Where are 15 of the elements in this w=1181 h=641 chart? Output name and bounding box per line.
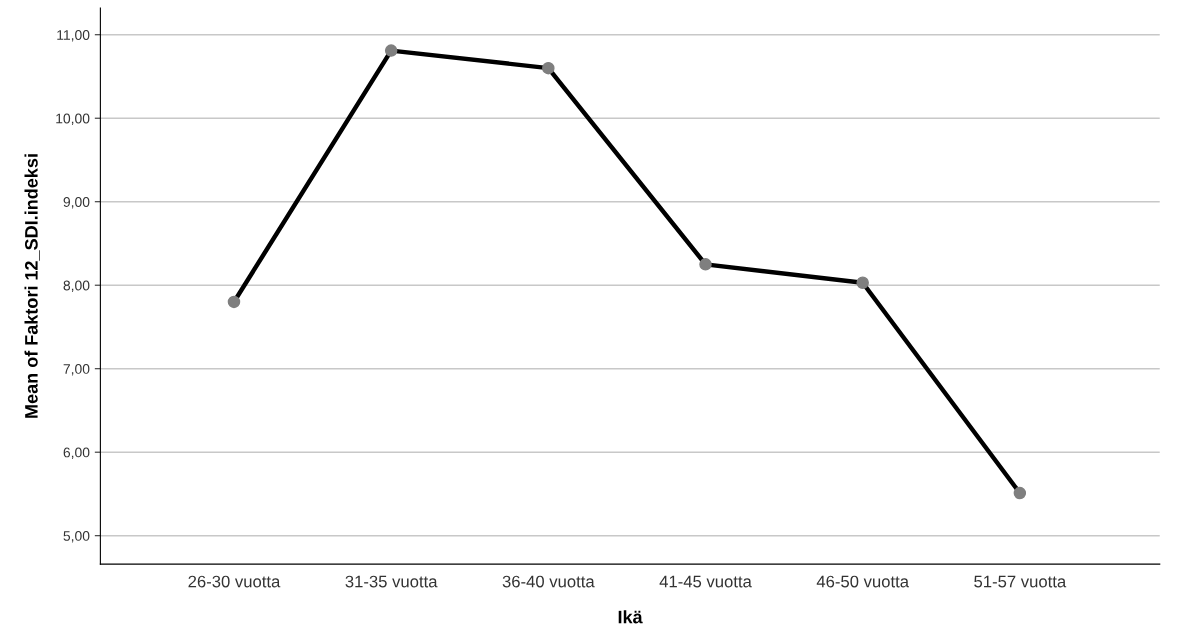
- x-tick-label: 31-35 vuotta: [345, 575, 438, 588]
- y-tick-label: 10,00: [56, 113, 90, 126]
- y-axis-title: Mean of Faktori 12_SDI.indeksi: [24, 154, 40, 418]
- y-tick-label: 9,00: [63, 197, 90, 209]
- x-axis-title: Ikä: [618, 610, 643, 624]
- y-tick-label: 7,00: [63, 364, 90, 376]
- x-tick-label: 46-50 vuotta: [816, 575, 910, 588]
- x-tick-label: 41-45 vuotta: [659, 575, 752, 588]
- y-tick-label: 5,00: [63, 531, 90, 543]
- x-tick-label: 26-30 vuotta: [188, 575, 281, 588]
- x-tick-label: 51-57 vuotta: [974, 575, 1067, 588]
- y-tick-label: 8,00: [63, 280, 90, 293]
- y-tick-label: 6,00: [63, 447, 90, 460]
- y-tick-label: 11,00: [57, 30, 90, 42]
- x-tick-label: 36-40 vuotta: [502, 575, 595, 588]
